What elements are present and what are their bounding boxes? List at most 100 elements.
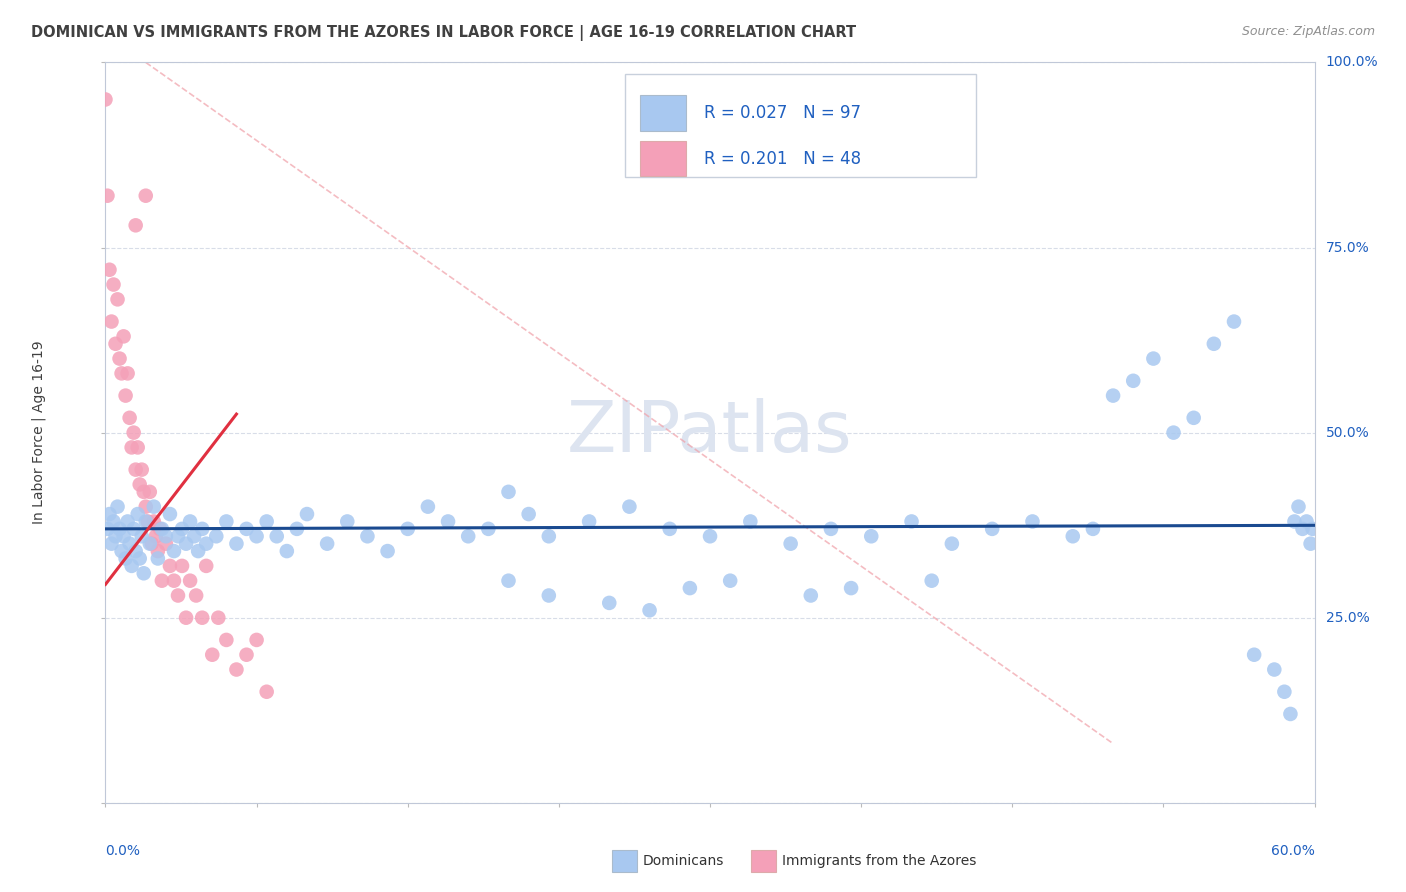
Point [195, 537, 218, 551]
Point [179, 515, 201, 529]
Bar [751, 849, 776, 872]
Point [150, 522, 173, 536]
Point [186, 589, 208, 603]
Point [578, 515, 600, 529]
Point [256, 515, 278, 529]
Point [1202, 336, 1225, 351]
Bar [640, 141, 686, 177]
Point [167, 529, 190, 543]
Point [1122, 374, 1144, 388]
Point [127, 507, 149, 521]
Point [225, 663, 247, 677]
Point [135, 515, 157, 529]
Point [146, 551, 169, 566]
Point [98, 507, 121, 521]
Point [1081, 522, 1104, 536]
Point [117, 515, 139, 529]
Point [1021, 515, 1043, 529]
Point [155, 529, 177, 543]
Point [110, 367, 132, 381]
Point [135, 188, 157, 202]
Point [1142, 351, 1164, 366]
Text: 75.0%: 75.0% [1326, 241, 1369, 254]
Point [921, 574, 943, 588]
Point [839, 581, 862, 595]
Point [122, 425, 145, 440]
Point [638, 603, 661, 617]
Point [658, 522, 681, 536]
Point [191, 522, 214, 536]
Point [477, 522, 499, 536]
Point [170, 558, 193, 573]
Point [215, 632, 238, 647]
Point [146, 544, 169, 558]
Point [537, 529, 560, 543]
Point [104, 336, 127, 351]
Point [174, 611, 197, 625]
Point [235, 648, 257, 662]
Point [1295, 515, 1317, 529]
Point [121, 558, 143, 573]
Point [98, 262, 121, 277]
Point [1302, 522, 1324, 536]
Point [179, 574, 201, 588]
Point [377, 544, 399, 558]
Point [941, 537, 963, 551]
Point [121, 441, 143, 455]
Point [128, 477, 150, 491]
Point [159, 507, 181, 521]
Text: Immigrants from the Azores: Immigrants from the Azores [782, 854, 976, 868]
Text: In Labor Force | Age 16-19: In Labor Force | Age 16-19 [32, 341, 46, 524]
Point [131, 462, 153, 476]
Point [201, 648, 224, 662]
Point [1163, 425, 1185, 440]
Text: 60.0%: 60.0% [1271, 844, 1315, 857]
Point [139, 537, 162, 551]
Text: 0.0%: 0.0% [105, 844, 141, 857]
Text: 25.0%: 25.0% [1326, 611, 1369, 624]
Point [498, 574, 520, 588]
Point [136, 515, 159, 529]
Point [619, 500, 641, 514]
Point [141, 537, 163, 551]
Point [679, 581, 702, 595]
Point [108, 351, 131, 366]
Text: Dominicans: Dominicans [643, 854, 724, 868]
Point [1299, 537, 1322, 551]
Point [124, 219, 148, 233]
Point [174, 537, 197, 551]
Point [316, 537, 339, 551]
Point [122, 522, 145, 536]
Point [537, 589, 560, 603]
Point [498, 484, 520, 499]
Bar [612, 849, 637, 872]
Point [245, 529, 267, 543]
Point [118, 537, 141, 551]
Point [195, 558, 218, 573]
Point [127, 441, 149, 455]
Point [900, 515, 922, 529]
Point [1279, 706, 1302, 721]
Point [145, 529, 167, 543]
Point [183, 529, 205, 543]
Text: 50.0%: 50.0% [1326, 425, 1369, 440]
Point [517, 507, 540, 521]
Point [114, 551, 136, 566]
Point [205, 529, 228, 543]
Point [124, 544, 148, 558]
Text: Source: ZipAtlas.com: Source: ZipAtlas.com [1241, 25, 1375, 38]
Point [112, 529, 135, 543]
Point [860, 529, 883, 543]
Point [167, 589, 190, 603]
Point [94, 93, 117, 107]
Point [981, 522, 1004, 536]
Point [1102, 389, 1125, 403]
Point [276, 544, 298, 558]
Text: DOMINICAN VS IMMIGRANTS FROM THE AZORES IN LABOR FORCE | AGE 16-19 CORRELATION C: DOMINICAN VS IMMIGRANTS FROM THE AZORES … [31, 25, 856, 41]
Point [235, 522, 257, 536]
Point [170, 522, 193, 536]
Point [110, 544, 132, 558]
Point [295, 507, 318, 521]
Point [1291, 522, 1313, 536]
Point [207, 611, 229, 625]
